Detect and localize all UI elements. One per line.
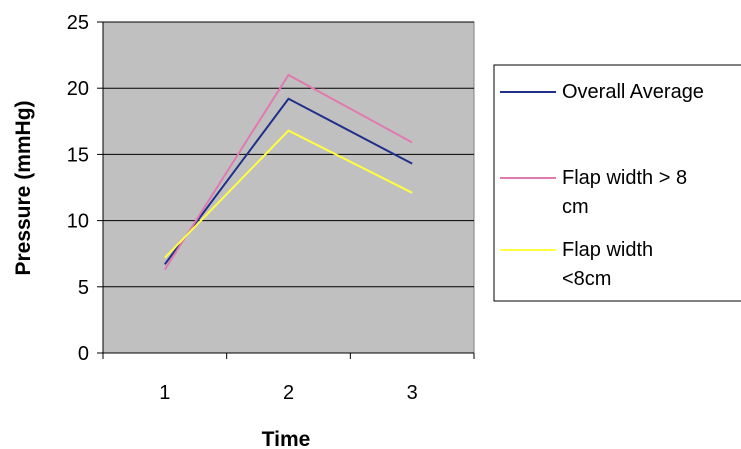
plot-area <box>102 21 475 354</box>
x-axis-title: Time <box>262 428 311 449</box>
x-tick-label: 1 <box>159 382 170 404</box>
legend-label: <8cm <box>562 268 611 290</box>
legend-label: Flap width > 8 <box>562 167 687 189</box>
x-tick-labels: 1 2 3 <box>159 382 417 404</box>
y-tick-label: 25 <box>67 12 89 34</box>
series-line <box>164 97 413 265</box>
legend-label: Overall Average <box>562 81 704 103</box>
legend: Overall Average Flap width > 8 cm Flap widt… <box>493 64 741 302</box>
y-tick-label: 5 <box>78 277 89 299</box>
x-tick-label: 3 <box>407 382 418 404</box>
gridlines <box>103 21 474 288</box>
y-tick-label: 20 <box>67 78 89 100</box>
series-line <box>164 129 413 259</box>
y-tick-label: 15 <box>67 144 89 166</box>
y-tick-label: 10 <box>67 211 89 233</box>
series-line <box>163 73 413 271</box>
series-lines <box>163 73 413 271</box>
y-tick-labels: 0 5 10 15 20 25 <box>67 12 89 365</box>
axes <box>97 21 475 359</box>
legend-box <box>493 64 741 302</box>
y-tick-label: 0 <box>78 343 89 365</box>
legend-label: cm <box>562 196 589 218</box>
x-tick-label: 2 <box>283 382 294 404</box>
legend-label: Flap width <box>562 239 653 261</box>
y-axis-title: Pressure (mmHg) <box>12 100 35 275</box>
